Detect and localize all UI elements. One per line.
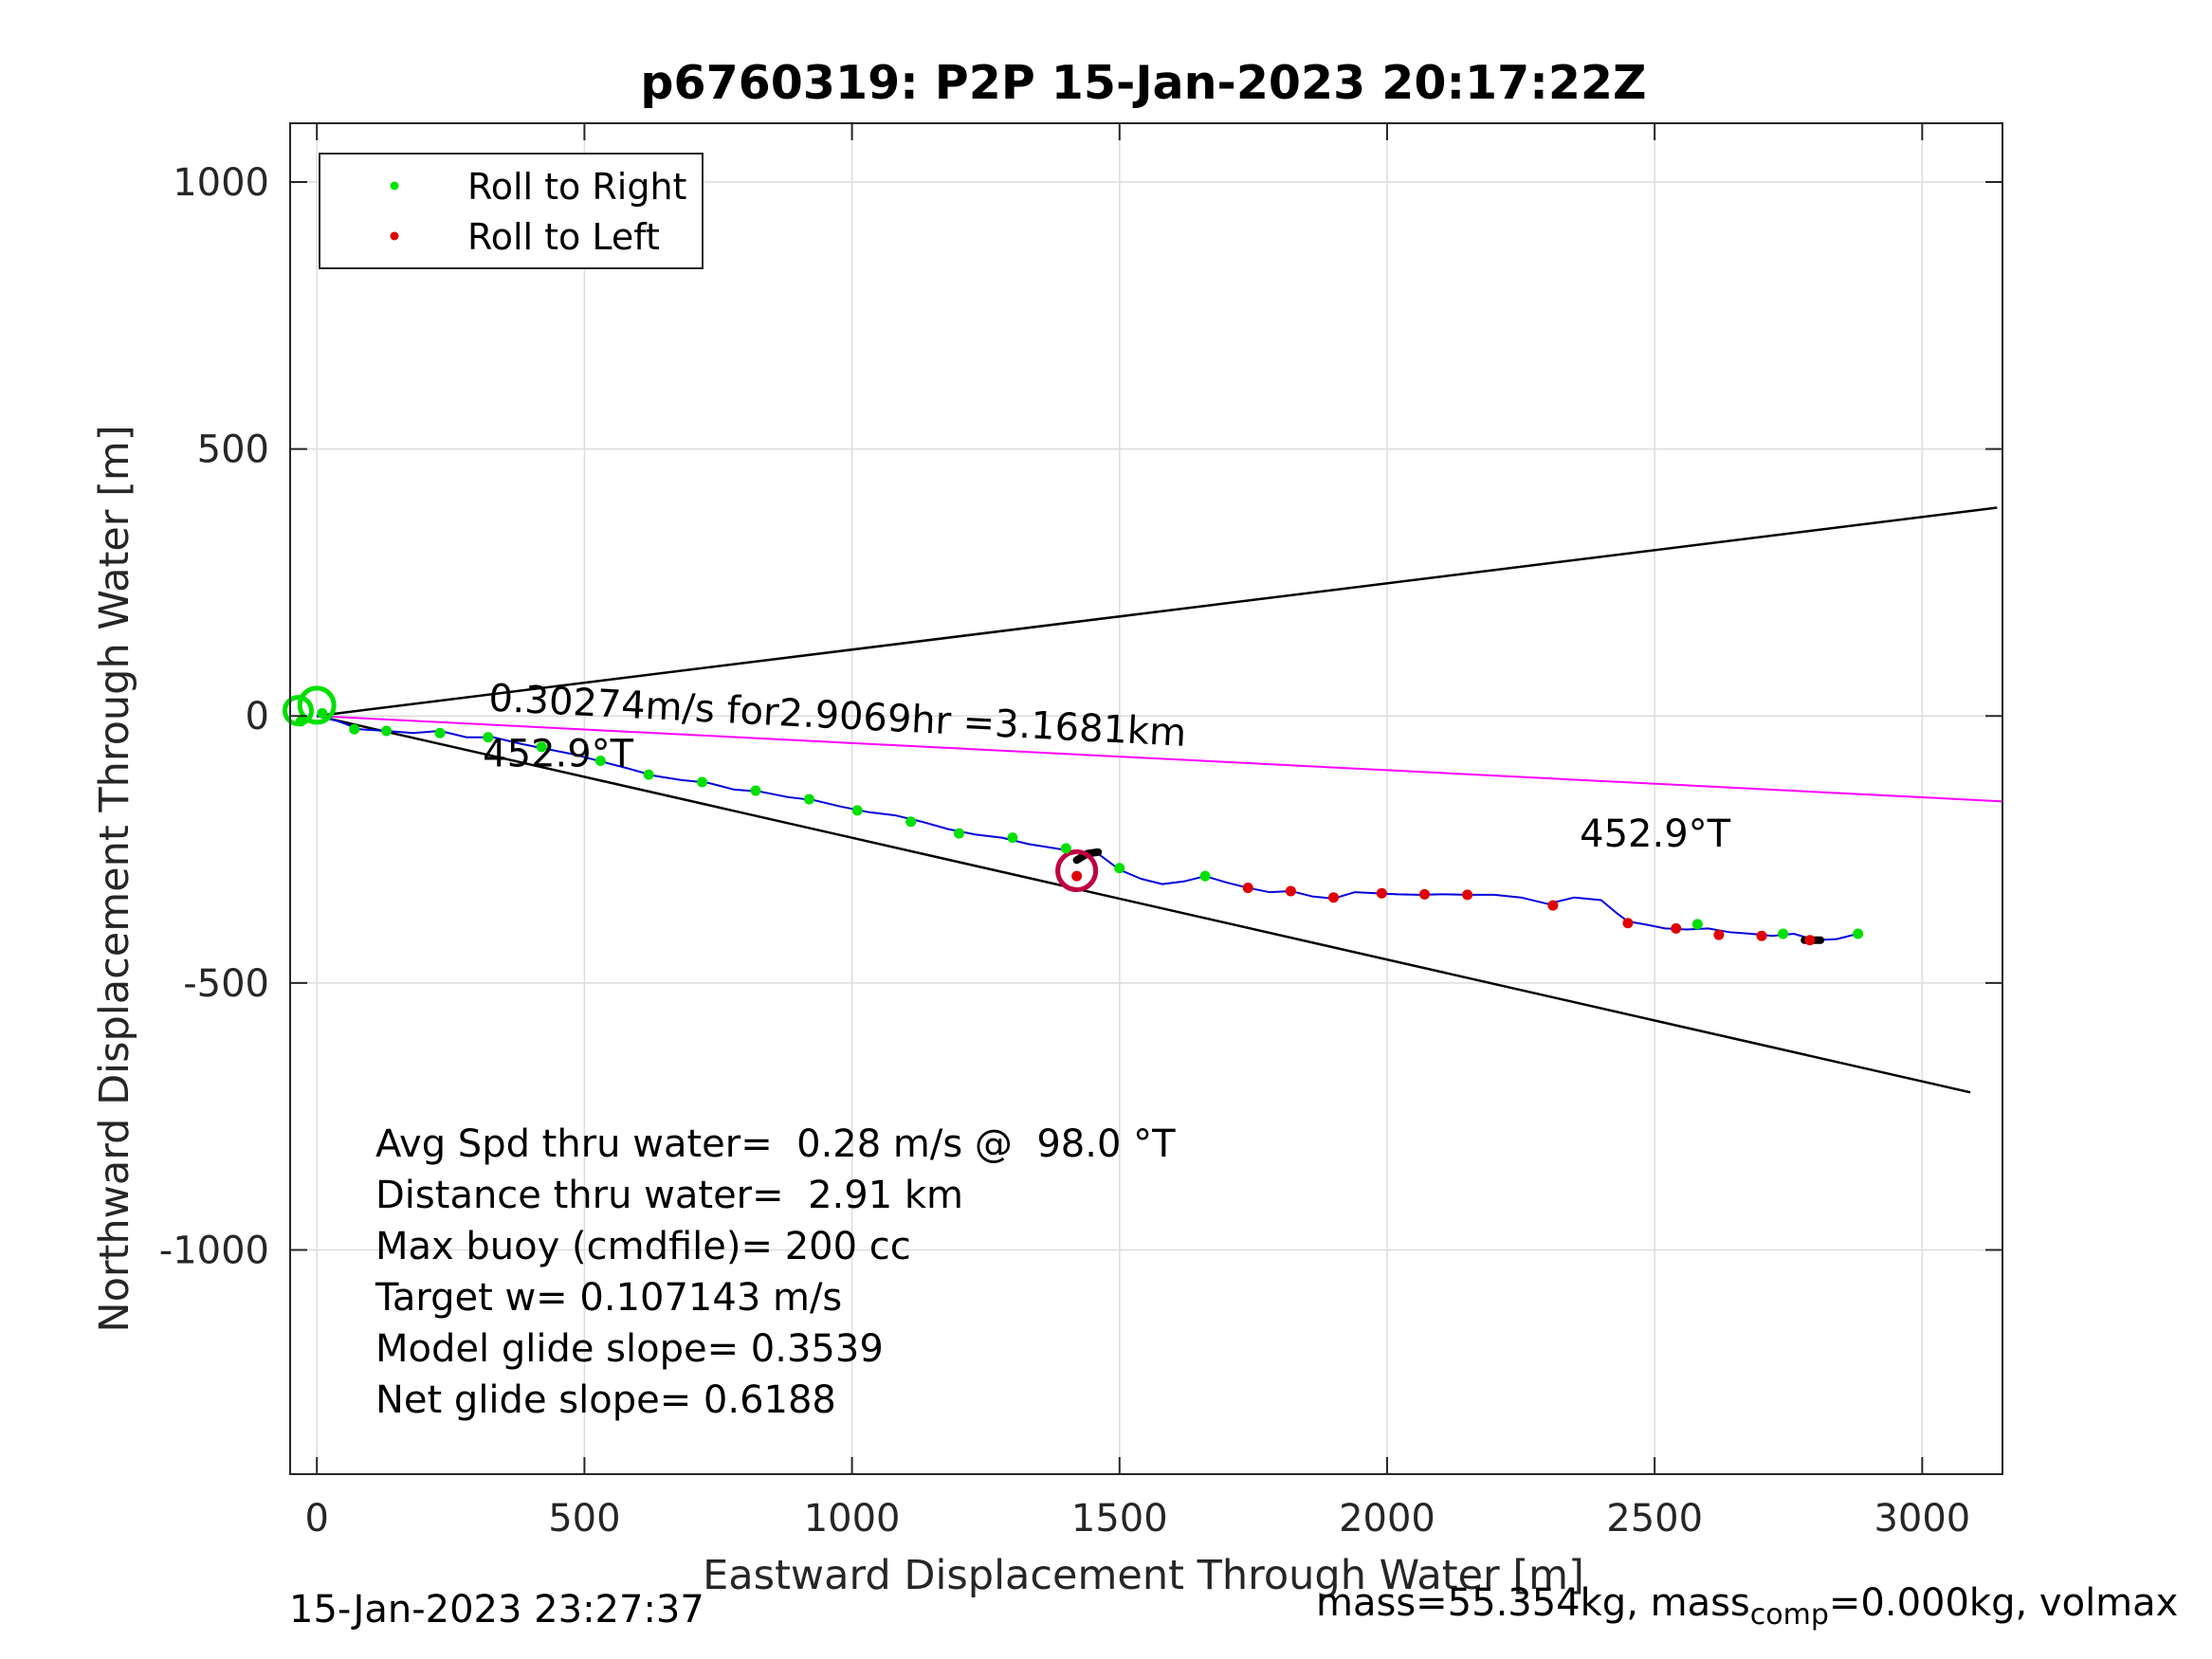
stats-line: Net glide slope= 0.6188 xyxy=(375,1378,836,1422)
roll-right-point xyxy=(483,732,494,743)
chart-title: p6760319: P2P 15-Jan-2023 20:17:22Z xyxy=(640,56,1646,110)
reference-line-upper xyxy=(317,506,1998,718)
roll-left-point xyxy=(1376,887,1387,899)
legend-marker-roll-left xyxy=(390,231,399,241)
x-axis-label: Eastward Displacement Through Water [m] xyxy=(703,1552,1584,1599)
roll-right-point xyxy=(697,776,708,788)
x-tick-label: 1500 xyxy=(1071,1497,1168,1540)
y-tick-label: 500 xyxy=(197,428,269,472)
roll-right-point xyxy=(643,769,654,780)
footer-timestamp: 15-Jan-2023 23:27:37 xyxy=(289,1588,704,1632)
footer-mass-sub: comp xyxy=(1749,1598,1829,1632)
roll-right-point xyxy=(1199,870,1211,882)
roll-right-point xyxy=(953,828,964,839)
roll-left-point xyxy=(1462,889,1473,901)
heading-annotation-right: 452.9°T xyxy=(1580,812,1731,856)
y-axis-label: Northward Displacement Through Water [m] xyxy=(91,425,138,1332)
roll-left-point xyxy=(1418,888,1430,900)
roll-left-point xyxy=(1671,922,1682,934)
roll-right-point xyxy=(381,725,393,737)
stats-line: Target w= 0.107143 m/s xyxy=(375,1276,842,1320)
x-tick-label: 500 xyxy=(548,1497,620,1540)
stats-line: Avg Spd thru water= 0.28 m/s @ 98.0 °T xyxy=(375,1122,1176,1166)
stats-line: Max buoy (cmdfile)= 200 cc xyxy=(375,1225,911,1268)
legend-label: Roll to Right xyxy=(467,166,686,208)
x-tick-label: 2000 xyxy=(1339,1497,1435,1540)
roll-left-point xyxy=(1804,935,1816,946)
roll-right-point xyxy=(349,723,360,735)
footer-mass: mass=55.354kg, masscomp=0.000kg, volmax xyxy=(1316,1581,2178,1632)
marker-start-right-circle xyxy=(297,685,337,725)
legend-label: Roll to Left xyxy=(467,216,660,258)
footer-mass-text: mass=55.354kg, mass xyxy=(1316,1581,1750,1625)
heading-annotation-left: 452.9°T xyxy=(483,733,634,776)
roll-right-point xyxy=(1853,928,1864,939)
roll-left-point xyxy=(1328,892,1340,903)
roll-left-point xyxy=(1547,900,1559,911)
legend-marker-roll-right xyxy=(390,181,399,191)
roll-right-point xyxy=(1778,928,1789,939)
roll-right-point xyxy=(1691,919,1703,930)
reference-line-lower xyxy=(316,714,1971,1094)
y-tick-label: 0 xyxy=(246,695,269,738)
footer-mass-rest: =0.000kg, volmax xyxy=(1828,1581,2179,1625)
stats-box: Avg Spd thru water= 0.28 m/s @ 98.0 °T Di… xyxy=(375,1122,1176,1422)
x-tick-label: 0 xyxy=(304,1497,328,1540)
roll-right-point xyxy=(536,741,547,753)
y-tick-label: -1000 xyxy=(159,1229,269,1272)
stats-line: Distance thru water= 2.91 km xyxy=(375,1174,963,1217)
track-layer xyxy=(282,685,1864,946)
y-tick-label: -500 xyxy=(183,962,269,1006)
roll-right-point xyxy=(434,727,446,738)
roll-right-point xyxy=(1114,863,1125,874)
x-tick-label: 3000 xyxy=(1874,1497,1970,1540)
roll-left-point xyxy=(1285,885,1296,897)
roll-right-point xyxy=(295,716,306,727)
roll-right-point xyxy=(1007,832,1018,844)
roll-right-point xyxy=(1060,843,1071,854)
marker-turn-arc xyxy=(1055,849,1099,893)
roll-left-point xyxy=(1071,870,1083,882)
legend: Roll to Right Roll to Left xyxy=(319,153,704,269)
roll-right-point xyxy=(750,785,761,796)
roll-right-point xyxy=(803,793,814,805)
axes: 0 500 1000 1500 2000 2500 3000 1000 500 0 -500 -100… xyxy=(159,122,2003,1540)
roll-left-point xyxy=(1756,930,1767,941)
x-tick-label: 1000 xyxy=(804,1497,901,1540)
legend-box xyxy=(319,153,704,269)
x-tick-label: 2500 xyxy=(1606,1497,1703,1540)
roll-right-point xyxy=(851,805,863,816)
reference-lines xyxy=(316,506,2003,1094)
plot-box xyxy=(289,122,2003,1475)
roll-right-point xyxy=(594,756,606,767)
roll-left-point xyxy=(1622,918,1634,929)
stats-line: Model glide slope= 0.3539 xyxy=(375,1327,884,1371)
y-tick-label: 1000 xyxy=(173,161,269,205)
roll-right-point xyxy=(905,816,917,828)
reference-line-mean xyxy=(317,715,2003,803)
roll-right-point xyxy=(317,707,328,719)
roll-left-point xyxy=(1713,929,1725,940)
roll-left-point xyxy=(1242,883,1253,894)
